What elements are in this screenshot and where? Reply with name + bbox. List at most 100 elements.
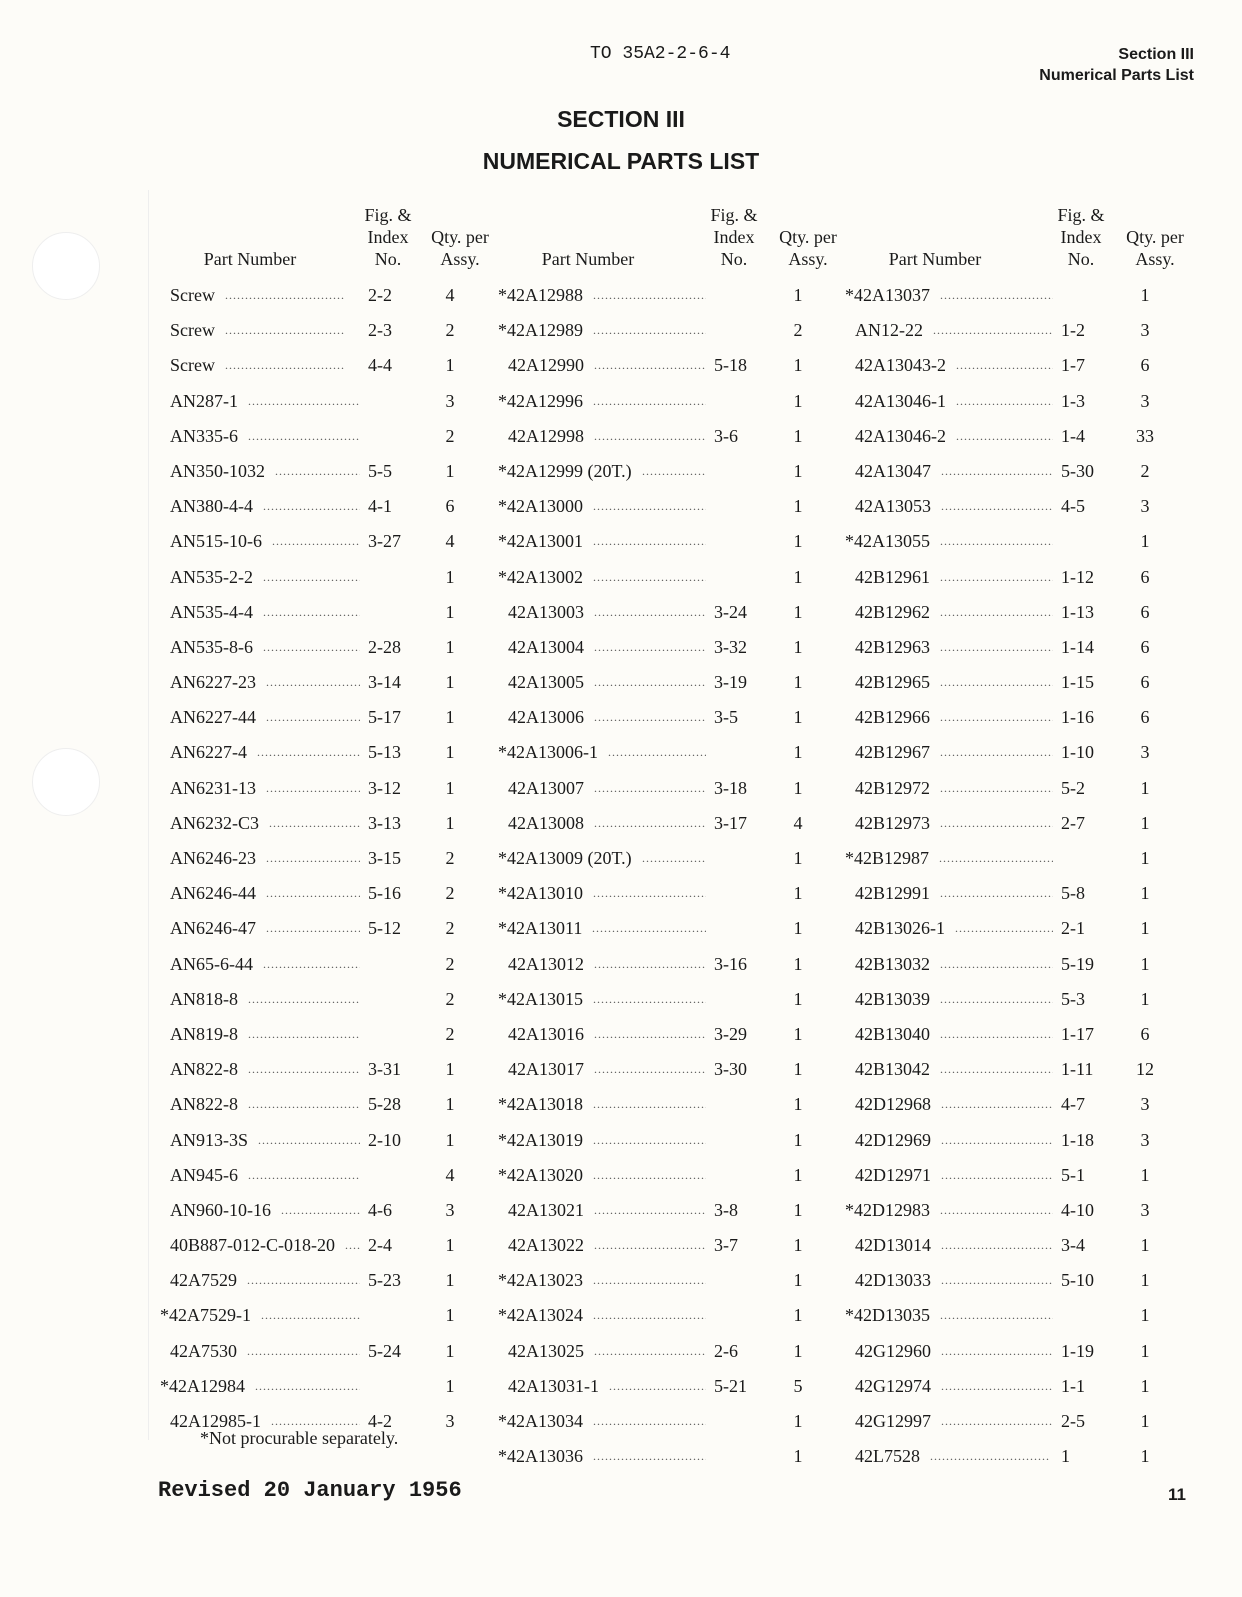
qty-per-assy: 1 — [1140, 848, 1150, 868]
leader-dots: .............................. — [940, 1202, 1053, 1217]
qty-per-assy: 1 — [1140, 988, 1150, 1009]
part-number: 42A13005 — [508, 672, 584, 693]
fig-index: 5-3 — [1061, 988, 1085, 1009]
part-number: *42B12987 — [845, 848, 930, 868]
qty-per-assy: 1 — [445, 355, 455, 376]
leader-dots: .............................. — [940, 991, 1053, 1006]
part-number: AN945-6 — [170, 1164, 238, 1185]
qty-per-assy: 1 — [445, 1235, 455, 1256]
qty-per-assy: 1 — [445, 742, 455, 763]
part-number: 42D12969 — [855, 1129, 931, 1150]
part-number: 42B12962 — [855, 601, 931, 622]
qty-per-assy: 1 — [793, 1305, 803, 1326]
table-row: AN335-6 .............................. 2 — [160, 419, 480, 454]
table-row: AN822-8 .............................. 3… — [160, 1052, 480, 1087]
leader-dots: .............................. — [248, 393, 360, 408]
table-row: AN535-4-4 ..............................… — [160, 595, 480, 630]
table-row: Screw .............................. 2-3… — [160, 313, 480, 348]
fig-index: 2-5 — [1061, 1411, 1085, 1431]
fig-index: 1 — [1061, 1446, 1070, 1467]
leader-dots: .............................. — [593, 991, 706, 1006]
part-number: 40B887-012-C-018-20 — [170, 1235, 335, 1256]
part-number: 42L7528 — [855, 1446, 920, 1467]
fig-index: 4-4 — [368, 355, 392, 376]
to-number: TO 35A2-2-6-4 — [590, 44, 731, 64]
qty-per-assy: 3 — [445, 1411, 455, 1431]
part-number: *42A13034 — [498, 1411, 583, 1431]
fig-index: 2-7 — [1061, 812, 1085, 833]
leader-dots: .............................. — [940, 675, 1053, 690]
revision-date: Revised 20 January 1956 — [158, 1478, 462, 1503]
qty-per-assy: 1 — [1140, 1270, 1150, 1291]
table-row: AN945-6 .............................. 4 — [160, 1158, 480, 1193]
fig-index: 1-16 — [1061, 707, 1094, 728]
leader-dots: .............................. — [594, 710, 706, 725]
fig-index: 1-7 — [1061, 355, 1085, 376]
part-number: *42A12988 — [498, 285, 583, 305]
qty-per-assy: 3 — [1140, 390, 1150, 411]
part-number: 42A13016 — [508, 1023, 584, 1044]
part-number: *42A12999 (20T.) — [498, 460, 632, 481]
leader-dots: .............................. — [247, 1273, 360, 1288]
leader-dots: .............................. — [272, 534, 360, 549]
part-number: 42B12961 — [855, 566, 931, 587]
page-subtitle: NUMERICAL PARTS LIST — [482, 148, 760, 174]
table-row: *42A13006-1 ............................… — [498, 735, 828, 770]
table-row: *42A13015 ..............................… — [498, 982, 828, 1017]
qty-per-assy: 1 — [793, 707, 803, 728]
qty-per-assy: 1 — [1140, 812, 1150, 833]
qty-per-assy: 4 — [445, 531, 455, 552]
fig-index: 4-6 — [368, 1199, 392, 1220]
qty-per-assy: 1 — [793, 1059, 803, 1080]
qty-per-assy: 3 — [1140, 1199, 1150, 1220]
leader-dots: .............................. — [263, 499, 360, 514]
leader-dots: .............................. — [642, 851, 706, 865]
qty-per-assy: 1 — [1140, 285, 1150, 305]
part-number: *42A13000 — [498, 496, 583, 517]
fig-index: 3-7 — [714, 1235, 738, 1256]
qty-per-assy: 1 — [1140, 953, 1150, 974]
part-number: AN819-8 — [170, 1023, 238, 1044]
fig-index: 2-4 — [368, 1235, 392, 1256]
fig-index: 3-4 — [1061, 1235, 1085, 1256]
part-number: 42B12967 — [855, 742, 931, 763]
qty-per-assy: 1 — [445, 1340, 455, 1361]
leader-dots: .............................. — [594, 675, 706, 690]
fig-index: 5-23 — [368, 1270, 401, 1291]
part-number: AN6246-47 — [170, 918, 256, 939]
fig-index: 1-18 — [1061, 1129, 1094, 1150]
table-row: 42A7529 .............................. 5… — [160, 1263, 480, 1298]
qty-per-assy: 1 — [793, 460, 803, 481]
table-row: *42A12988 ..............................… — [498, 278, 828, 313]
part-number: AN380-4-4 — [170, 496, 253, 517]
qty-per-assy: 1 — [445, 601, 455, 622]
column-header: Part Number Fig. & Index No. Qty. per As… — [160, 200, 489, 278]
leader-dots: .............................. — [594, 815, 706, 830]
part-number: AN535-8-6 — [170, 636, 253, 657]
fig-index: 5-28 — [368, 1094, 401, 1115]
fig-index: 3-15 — [368, 848, 401, 868]
table-row: AN6227-44 ..............................… — [160, 700, 480, 735]
table-row: 42B12962 .............................. … — [845, 595, 1175, 630]
qty-per-assy: 1 — [793, 1164, 803, 1185]
leader-dots: .............................. — [594, 780, 706, 795]
table-row: AN12-22 .............................. 1… — [845, 313, 1175, 348]
table-row: 42A12998 .............................. … — [498, 419, 828, 454]
table-row: AN913-3S .............................. … — [160, 1123, 480, 1158]
binder-hole — [32, 748, 100, 816]
qty-per-assy: 1 — [445, 777, 455, 798]
qty-per-assy: 2 — [445, 1023, 455, 1044]
header-qty: Qty. per Assy. — [1126, 227, 1184, 269]
leader-dots: .............................. — [345, 1238, 360, 1253]
fig-index: 4-1 — [368, 496, 392, 517]
qty-per-assy: 1 — [1140, 777, 1150, 798]
table-row: 42B12972 .............................. … — [845, 771, 1175, 806]
running-header: Section III Numerical Parts List — [1039, 44, 1194, 86]
part-number: *42A13036 — [498, 1446, 583, 1467]
part-number: AN287-1 — [170, 390, 238, 411]
leader-dots: .............................. — [940, 780, 1053, 795]
qty-per-assy: 1 — [793, 988, 803, 1009]
table-row: AN819-8 .............................. 2 — [160, 1017, 480, 1052]
part-number: 42B13032 — [855, 953, 931, 974]
